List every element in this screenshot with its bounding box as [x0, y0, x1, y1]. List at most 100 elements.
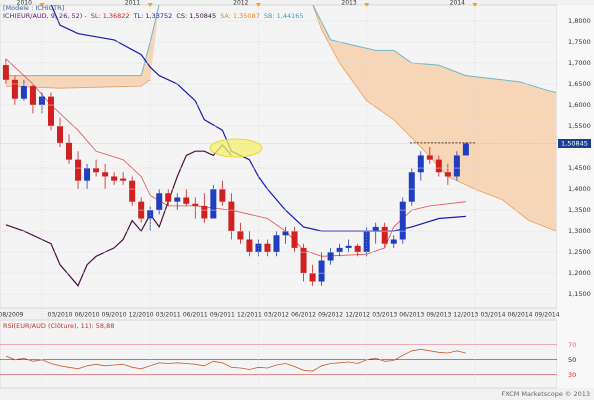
candle-body — [174, 197, 181, 202]
legend-part: TL: 1,33752 — [133, 12, 173, 20]
year-label: 2012 — [233, 0, 248, 7]
candle-body — [219, 189, 226, 202]
candle-body — [93, 168, 100, 173]
candle-body — [462, 143, 469, 156]
x-tick-label: 09/2010 — [102, 312, 127, 319]
x-tick-label: 03/2014 — [480, 312, 505, 319]
cloud-fill — [5, 5, 160, 89]
candle-body — [426, 155, 433, 160]
candle-body — [363, 231, 370, 253]
x-tick-label: 03/2010 — [48, 312, 73, 319]
price-axis — [557, 5, 594, 388]
candle-body — [120, 178, 127, 181]
candle-body — [444, 172, 451, 177]
rsi-layer — [0, 344, 557, 376]
candle-body — [318, 260, 325, 282]
candle-body — [264, 243, 271, 253]
rsi-tick-label: 50 — [568, 356, 576, 364]
x-tick-label: 06/2013 — [399, 312, 424, 319]
legend-part: SB: 1,44165 — [264, 12, 304, 20]
rsi-line — [5, 348, 466, 372]
highlight-ellipse — [209, 138, 263, 158]
candle-body — [300, 247, 307, 274]
x-tick-label: 06/2012 — [291, 312, 316, 319]
candle-body — [2, 65, 9, 80]
candle-body — [183, 197, 190, 204]
candle-body — [29, 86, 36, 106]
candle-body — [291, 231, 298, 248]
y-tick-label: 1,6500 — [568, 80, 591, 88]
candle-body — [228, 201, 235, 232]
x-tick-label: 06/2011 — [183, 312, 208, 319]
candle-body — [66, 142, 73, 160]
rsi-panel — [0, 319, 558, 389]
y-tick-label: 1,3500 — [568, 206, 591, 214]
candle-body — [102, 172, 109, 177]
candle-body — [372, 226, 379, 232]
candle-body — [327, 252, 334, 261]
year-marker — [147, 3, 153, 7]
y-tick-label: 1,8000 — [568, 17, 591, 25]
candle-body — [354, 245, 361, 253]
year-label: 2011 — [125, 0, 140, 7]
x-tick-label: 06/2010 — [75, 312, 100, 319]
y-tick-label: 1,4500 — [568, 164, 591, 172]
candle-body — [435, 159, 442, 173]
legend-part: ICH(EUR/AUD, 9, 26, 52) - — [3, 12, 87, 20]
legend-part: SA: 1,35087 — [220, 12, 260, 20]
rsi-tick-label: 70 — [568, 341, 576, 349]
year-marker — [472, 3, 478, 7]
candle-body — [75, 159, 82, 181]
x-tick-label: 09/2014 — [535, 312, 560, 319]
header: [Modele : ICHICTR] — [3, 4, 64, 12]
y-tick-label: 1,4000 — [568, 185, 591, 193]
y-tick-label: 1,7500 — [568, 38, 591, 46]
x-tick-label: 12/2013 — [453, 312, 478, 319]
x-tick-label: 09/2012 — [318, 312, 343, 319]
cloud-fill — [312, 5, 557, 232]
year-label: 2013 — [341, 0, 356, 7]
x-tick-label: 03/2013 — [372, 312, 397, 319]
legend-part: CS: 1,50845 — [176, 12, 216, 20]
candle-body — [20, 86, 27, 99]
y-tick-label: 1,3000 — [568, 227, 591, 235]
y-tick-label: 1,1500 — [568, 290, 591, 298]
rsi-tick-label: 30 — [568, 371, 576, 379]
candle-body — [453, 155, 460, 177]
axes-layer: 2010 2011 2012 2013 2014 1,1500 1,2000 1,2500 1,… — [0, 0, 591, 388]
indicator-line — [5, 143, 232, 287]
last-price-box — [558, 138, 591, 148]
x-tick-label: 06/2014 — [508, 312, 533, 319]
y-tick-label: 1,2000 — [568, 269, 591, 277]
senkou-b — [5, 5, 557, 93]
candle-body — [336, 247, 343, 253]
candle-body — [57, 126, 63, 143]
x-tick-label: 03/2012 — [264, 312, 289, 319]
candle-body — [47, 96, 54, 127]
rsi-label: RSI(EUR/AUD (Clôture), 11): 58,88 — [3, 322, 114, 330]
candle-body — [309, 273, 316, 282]
candle-body — [192, 203, 199, 206]
legend: ICH(EUR/AUD, 9, 26, 52) - SL: 1,36822 TL: … — [3, 12, 304, 20]
candle-body — [408, 172, 415, 202]
cloud-layer — [5, 5, 557, 232]
year-marker — [255, 3, 261, 7]
x-tick-label: 12/2011 — [237, 312, 262, 319]
candle-body — [282, 231, 289, 236]
year-label: 2014 — [450, 0, 465, 7]
footer: FXCM Marketscope © 2013 — [501, 390, 590, 398]
candle-body — [273, 235, 280, 253]
y-tick-label: 1,2500 — [568, 248, 591, 256]
candle-body — [111, 176, 118, 181]
last-price-label: 1,50845 — [561, 139, 588, 147]
candle-body — [237, 231, 244, 240]
x-tick-label: 12/2010 — [129, 312, 154, 319]
candle-body — [165, 193, 172, 202]
x-tick-label: 09/2011 — [210, 312, 235, 319]
y-tick-label: 1,6000 — [568, 101, 591, 109]
x-tick-label: 03/2011 — [156, 312, 181, 319]
candle-body — [417, 155, 424, 173]
x-tick-label: 08/2009 — [0, 312, 24, 319]
candle-body — [210, 189, 217, 219]
candle-body — [38, 96, 45, 106]
